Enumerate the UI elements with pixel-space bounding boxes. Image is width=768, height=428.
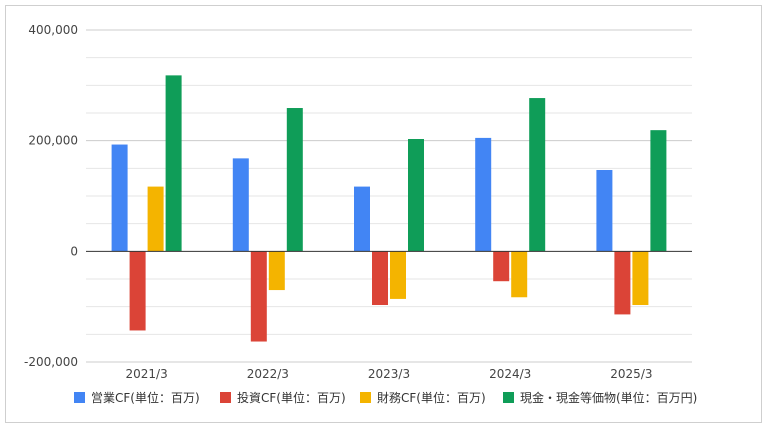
x-tick-label: 2022/3 [247,367,289,381]
legend-label: 財務CF(単位：百万) [377,390,486,405]
legend: 営業CF(単位：百万) 投資CF(単位：百万) 財務CF(単位：百万) 現金・現金等価… [74,390,697,405]
y-tick-label: 200,000 [28,134,78,148]
bar-2-5 [614,251,631,315]
gridlines [86,29,692,363]
bar-1-3 [354,186,370,252]
x-tick-label: 2024/3 [489,367,531,381]
legend-label: 現金・現金等価物(単位：百万円) [520,390,697,405]
bar-1-2 [232,158,249,252]
bar-3-1 [147,186,164,252]
bar-3-2 [268,251,285,291]
legend-swatch [74,392,85,403]
y-axis-labels: 400,000 200,000 0 -200,000 [24,23,78,369]
chart-frame [5,5,762,423]
bar-1-4 [475,137,492,252]
y-tick-label: 400,000 [28,23,78,37]
bar-3-4 [511,251,528,298]
legend-swatch [503,392,514,403]
bars [111,75,667,342]
bar-1-1 [111,144,128,252]
x-axis-labels: 2021/3 2022/3 2023/3 2024/3 2025/3 [125,367,652,381]
legend-swatch [360,392,371,403]
bar-4-4 [529,98,546,252]
x-tick-label: 2021/3 [125,367,167,381]
y-tick-label: -200,000 [24,355,78,369]
legend-label: 投資CF(単位：百万) [237,390,346,405]
bar-3-3 [390,251,406,299]
bar-2-1 [129,251,146,331]
x-tick-label: 2025/3 [610,367,652,381]
bar-2-4 [493,251,510,282]
bar-4-3 [408,139,424,252]
bar-2-3 [372,251,388,306]
bar-4-1 [165,75,182,252]
bar-2-2 [250,251,267,342]
x-tick-label: 2023/3 [368,367,410,381]
legend-label: 営業CF(単位：百万) [91,390,200,405]
legend-swatch [220,392,231,403]
bar-4-2 [286,108,303,252]
bar-3-5 [632,251,649,306]
bar-4-5 [650,130,667,252]
bar-1-5 [596,169,613,252]
y-tick-label: 0 [70,244,78,258]
